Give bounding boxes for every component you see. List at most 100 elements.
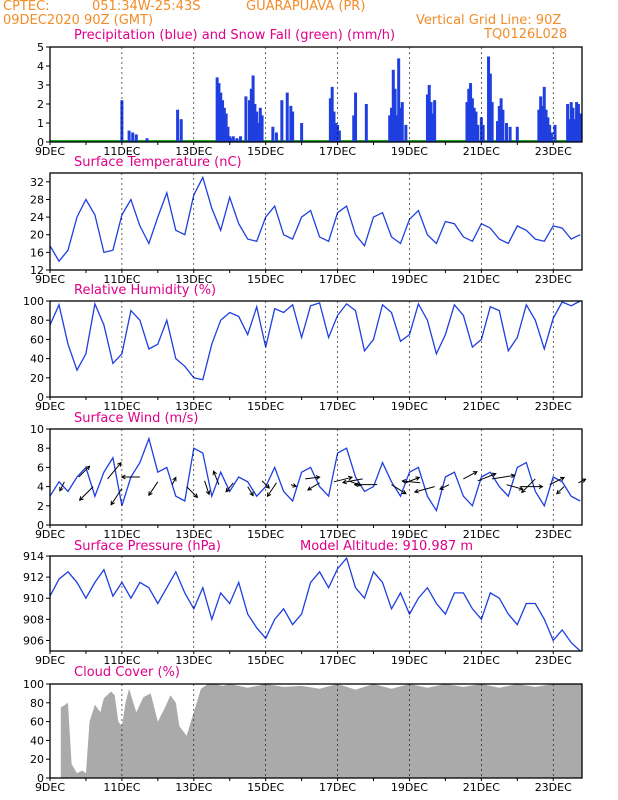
wind-arrow xyxy=(439,484,450,490)
precip-bar xyxy=(222,107,226,142)
y-tick-label: 40 xyxy=(30,353,44,366)
wind-arrow xyxy=(477,473,496,482)
x-tick-label: 21DEC xyxy=(463,273,500,286)
y-tick-label: 0 xyxy=(37,519,44,532)
pres-frame xyxy=(49,555,583,652)
wind-arrow-head xyxy=(401,489,407,495)
x-tick-label: 15DEC xyxy=(247,400,284,413)
precip-bar xyxy=(219,92,223,142)
precip-bar xyxy=(487,56,491,142)
x-tick-label: 23DEC xyxy=(535,145,572,158)
wind-arrow-head xyxy=(415,476,421,481)
precip-bar xyxy=(239,136,243,142)
pres-title: Surface Pressure (hPa) xyxy=(74,539,221,554)
y-tick-label: 908 xyxy=(23,613,44,626)
precip-bar xyxy=(546,117,550,142)
temp-title: Surface Temperature (nC) xyxy=(74,155,242,170)
precip-bar xyxy=(235,138,239,142)
precip-bar xyxy=(231,136,235,142)
wind-arrow xyxy=(305,476,320,480)
precip-bar xyxy=(248,100,251,142)
rh-frame xyxy=(49,300,583,398)
x-tick-label: 21DEC xyxy=(463,400,500,413)
wind-arrow xyxy=(225,482,234,493)
x-tick-label: 23DEC xyxy=(535,273,572,286)
header-run: 09DEC2020 90Z (GMT) xyxy=(3,13,154,28)
precip-bar xyxy=(230,138,234,142)
x-tick-label: 9DEC xyxy=(35,654,65,667)
precip-bar xyxy=(474,111,478,142)
precip-bar xyxy=(472,107,476,142)
rh-chart: 0 20 40 60 80 100 9DEC 11DEC 13DEC 15DEC 17DEC 19DE… xyxy=(23,295,583,413)
header-source: CPTEC: xyxy=(3,0,50,14)
x-tick-label: 9DEC xyxy=(35,273,65,286)
precip-bar xyxy=(337,130,341,142)
precip-bar xyxy=(256,123,260,142)
precip-bar xyxy=(571,107,575,142)
x-tick-label: 15DEC xyxy=(247,528,284,541)
wind-arrow xyxy=(171,477,177,485)
x-tick-label: 21DEC xyxy=(463,528,500,541)
precip-bar xyxy=(397,58,401,142)
precip-title: Precipitation (blue) and Snow Fall (gree… xyxy=(74,28,396,43)
wind-arrow xyxy=(307,482,320,491)
x-tick-label: 13DEC xyxy=(175,400,212,413)
x-tick-label: 17DEC xyxy=(319,654,356,667)
x-tick-label: 19DEC xyxy=(391,273,428,286)
y-tick-label: 80 xyxy=(30,697,44,710)
precip-bar xyxy=(569,102,573,142)
precip-bar xyxy=(134,134,138,142)
wind-arrow xyxy=(333,476,353,483)
precip-bar xyxy=(226,126,230,142)
y-tick-label: 4 xyxy=(37,481,44,494)
precip-bar xyxy=(465,102,469,142)
wind-arrow xyxy=(463,471,478,480)
x-tick-label: 13DEC xyxy=(175,654,212,667)
precip-bar xyxy=(544,109,548,142)
x-tick-label: 15DEC xyxy=(247,781,284,794)
precip-bar xyxy=(217,83,221,142)
x-tick-label: 15DEC xyxy=(247,654,284,667)
rh-line xyxy=(49,300,581,381)
precip-bar xyxy=(274,132,278,142)
precip-bar xyxy=(145,138,149,142)
precip-bar xyxy=(467,88,471,142)
wind-arrow xyxy=(267,482,277,497)
y-tick-label: 20 xyxy=(30,372,44,385)
wind-arrow-head xyxy=(172,476,177,482)
precip-bar xyxy=(393,88,397,142)
y-tick-label: 1 xyxy=(37,117,44,130)
x-tick-label: 11DEC xyxy=(103,400,140,413)
header-station: GUARAPUAVA (PR) xyxy=(246,0,366,14)
y-tick-label: 0 xyxy=(37,772,44,785)
precip-bar xyxy=(258,107,262,142)
wind-arrow xyxy=(549,477,565,486)
precip-bar xyxy=(131,132,135,142)
wind-arrow-head xyxy=(249,491,254,497)
precip-bar xyxy=(499,98,503,142)
precip-bar xyxy=(228,136,232,142)
x-tick-label: 17DEC xyxy=(319,528,356,541)
precip-bar xyxy=(576,104,580,142)
precip-bar xyxy=(224,113,228,142)
x-tick-label: 9DEC xyxy=(35,145,65,158)
wind-arrow-head xyxy=(266,492,272,498)
wind-line xyxy=(49,436,581,513)
x-tick-label: 11DEC xyxy=(103,781,140,794)
x-tick-label: 9DEC xyxy=(35,528,65,541)
wind-arrow xyxy=(107,462,122,480)
precip-bar xyxy=(215,77,219,142)
precip-bar xyxy=(280,100,284,142)
header-coords: 051:34W-25:43S xyxy=(92,0,201,14)
precip-bar xyxy=(479,117,483,142)
precip-bar xyxy=(388,115,392,142)
x-tick-label: 11DEC xyxy=(103,145,140,158)
x-tick-label: 13DEC xyxy=(175,528,212,541)
precip-bar xyxy=(404,124,408,142)
wind-arrow xyxy=(148,481,159,496)
precip-bar xyxy=(120,100,124,142)
wind-arrow xyxy=(79,486,94,501)
x-tick-label: 13DEC xyxy=(175,781,212,794)
wind-arrow-head xyxy=(117,461,122,467)
precip-bar xyxy=(271,126,275,142)
